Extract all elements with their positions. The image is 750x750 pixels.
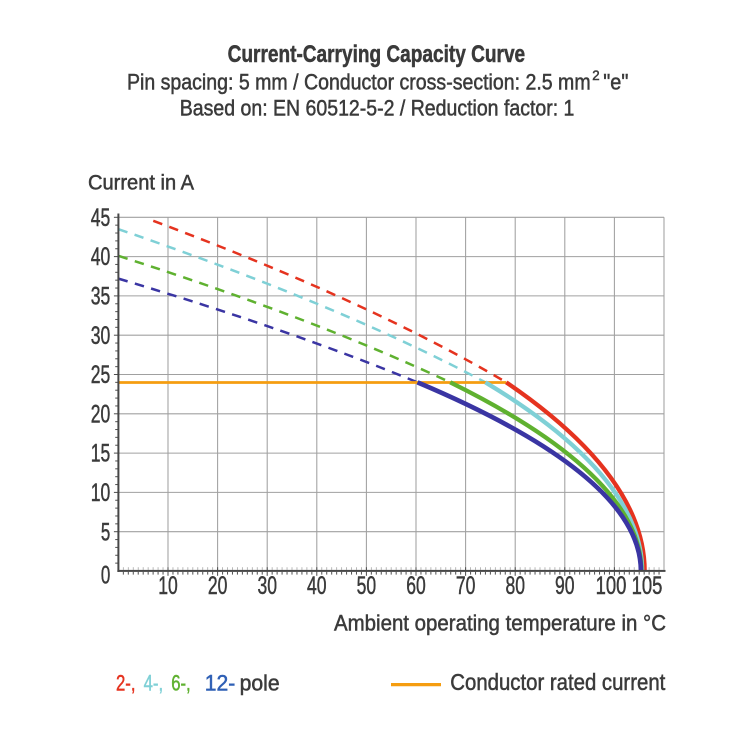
svg-text:Current in A: Current in A xyxy=(88,171,194,194)
svg-text:pole: pole xyxy=(240,671,280,696)
svg-text:Conductor rated current: Conductor rated current xyxy=(450,669,666,695)
svg-text:15: 15 xyxy=(91,440,111,468)
svg-text:30: 30 xyxy=(91,322,111,350)
svg-text:30: 30 xyxy=(257,572,277,600)
svg-text:40: 40 xyxy=(91,243,111,271)
svg-text:5: 5 xyxy=(101,518,110,546)
svg-text:100: 100 xyxy=(596,572,627,600)
svg-text:80: 80 xyxy=(505,572,525,600)
svg-text:40: 40 xyxy=(307,572,327,600)
svg-text:10: 10 xyxy=(91,479,111,507)
svg-text:4-,: 4-, xyxy=(144,671,164,696)
svg-text:Pin spacing: 5 mm / Conductor: Pin spacing: 5 mm / Conductor cross-sect… xyxy=(127,70,591,95)
svg-text:Ambient operating temperature: Ambient operating temperature in °C xyxy=(334,610,666,635)
svg-text:35: 35 xyxy=(91,283,111,311)
svg-text:70: 70 xyxy=(456,572,476,600)
svg-text:Based on: EN 60512-5-2 / Reduc: Based on: EN 60512-5-2 / Reduction facto… xyxy=(180,96,575,121)
svg-text:10: 10 xyxy=(158,572,178,600)
svg-text:60: 60 xyxy=(406,572,426,600)
svg-text:25: 25 xyxy=(91,361,111,389)
svg-text:50: 50 xyxy=(357,572,377,600)
svg-text:12-: 12- xyxy=(205,671,236,696)
svg-text:45: 45 xyxy=(91,204,111,232)
svg-text:2-,: 2-, xyxy=(116,671,136,696)
svg-text:"e": "e" xyxy=(603,70,628,95)
svg-text:2: 2 xyxy=(592,68,599,83)
svg-text:Current-Carrying Capacity Curv: Current-Carrying Capacity Curve xyxy=(228,41,526,68)
svg-text:6-,: 6-, xyxy=(171,671,191,696)
svg-text:0: 0 xyxy=(101,562,110,590)
svg-text:90: 90 xyxy=(555,572,575,600)
svg-text:20: 20 xyxy=(208,572,228,600)
svg-text:20: 20 xyxy=(91,400,111,428)
svg-text:105: 105 xyxy=(632,572,663,600)
